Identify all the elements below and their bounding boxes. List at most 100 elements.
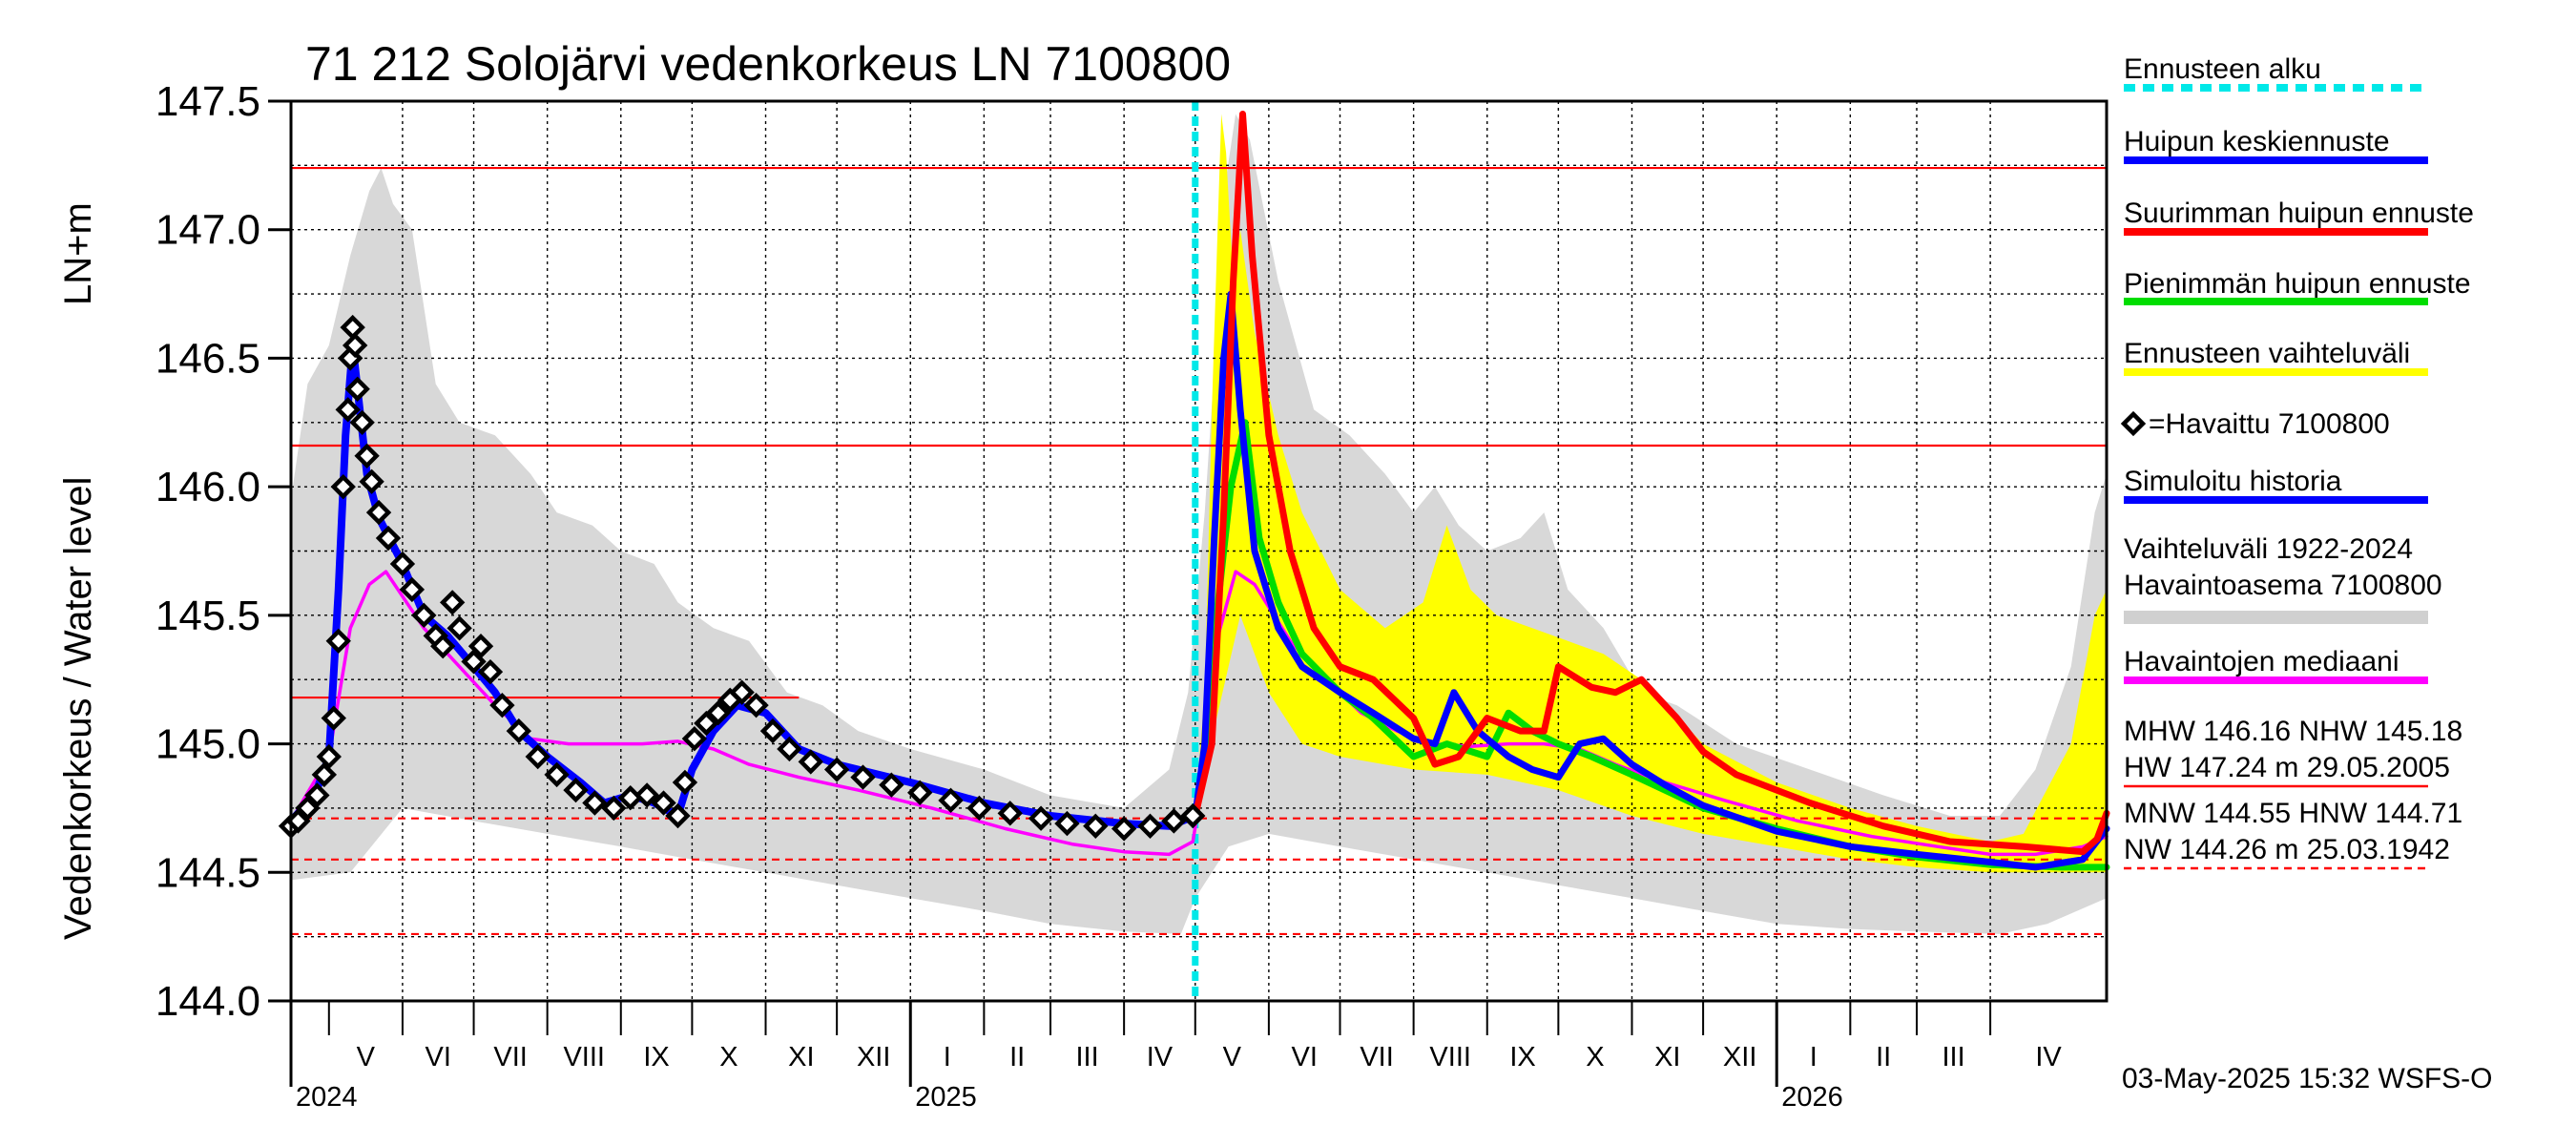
observed-marker bbox=[399, 576, 426, 603]
legend-label: MNW 144.55 HNW 144.71 bbox=[2124, 798, 2462, 829]
x-axis: V VI VII VIII IX X XI XII I II III IV V VI VII VIII IX X X… bbox=[289, 1001, 2062, 1113]
range-bands bbox=[291, 114, 2107, 934]
observed-marker bbox=[743, 692, 769, 718]
legend-label: NW 144.26 m 25.03.1942 bbox=[2124, 834, 2450, 865]
x-tick-label: I bbox=[1810, 1042, 1818, 1072]
legend-marker bbox=[2120, 410, 2147, 437]
x-tick-label: VI bbox=[1291, 1042, 1317, 1072]
y-axis-labels: Vedenkorkeus / Water level LN+m bbox=[57, 202, 99, 940]
observed-marker bbox=[461, 649, 487, 675]
observed-marker bbox=[477, 658, 504, 685]
x-tick-label: II bbox=[1876, 1042, 1891, 1072]
observed-marker bbox=[1083, 813, 1109, 839]
observed-marker bbox=[439, 590, 466, 615]
year-label: 2025 bbox=[915, 1082, 977, 1113]
observed-marker bbox=[354, 443, 380, 468]
observed-marker bbox=[325, 628, 351, 654]
x-tick-label: IV bbox=[1147, 1042, 1174, 1072]
x-tick-label: VI bbox=[426, 1042, 451, 1072]
observed-marker bbox=[705, 700, 731, 726]
series-suurimman-huipun-ennuste bbox=[1192, 111, 2110, 856]
y-tick-label: 145.0 bbox=[156, 721, 260, 768]
observed-marker bbox=[430, 634, 456, 659]
legend: Ennusteen alku Huipun keskiennuste Suurimm… bbox=[2120, 53, 2474, 870]
observed-marker bbox=[879, 772, 904, 798]
observed-marker bbox=[694, 710, 719, 737]
observed-marker bbox=[777, 736, 802, 762]
observed-marker bbox=[389, 551, 416, 577]
x-tick-label: VIII bbox=[563, 1042, 605, 1072]
x-tick-label: III bbox=[1075, 1042, 1098, 1072]
observed-marker bbox=[506, 718, 531, 744]
series-lines bbox=[287, 111, 2110, 871]
x-tick-label: XI bbox=[1654, 1042, 1680, 1072]
observed-marker bbox=[1180, 802, 1206, 829]
observed-marker bbox=[729, 679, 755, 705]
legend-label: Vaihteluväli 1922-2024 bbox=[2124, 533, 2413, 565]
observed-marker bbox=[365, 499, 392, 526]
observed-marker bbox=[447, 615, 472, 641]
observed-marker bbox=[304, 782, 330, 808]
x-tick-label: XII bbox=[1723, 1042, 1756, 1072]
reference-lines bbox=[291, 101, 2107, 1001]
observed-marker bbox=[295, 795, 321, 822]
year-label: 2026 bbox=[1781, 1082, 1843, 1113]
chart-title: 71 212 Solojärvi vedenkorkeus LN 7100800 bbox=[305, 37, 1231, 91]
observed-marker bbox=[321, 705, 346, 731]
x-tick-label: XI bbox=[788, 1042, 814, 1072]
x-tick-label: VII bbox=[493, 1042, 527, 1072]
x-tick-label: VII bbox=[1360, 1042, 1393, 1072]
year-label: 2024 bbox=[296, 1082, 358, 1113]
observed-markers bbox=[278, 314, 1206, 842]
y-tick-label: 146.0 bbox=[156, 464, 260, 510]
legend-label: Ennusteen vaihteluväli bbox=[2124, 338, 2410, 369]
observed-marker bbox=[311, 761, 338, 788]
band-forecast-range bbox=[1195, 114, 2107, 873]
observed-marker bbox=[938, 787, 964, 814]
observed-marker bbox=[759, 718, 786, 744]
plot-border bbox=[289, 99, 2109, 1003]
observed-marker bbox=[335, 397, 361, 423]
observed-marker bbox=[798, 749, 823, 775]
observed-marker bbox=[823, 757, 850, 782]
legend-label: Havaintojen mediaani bbox=[2124, 646, 2399, 677]
observed-marker bbox=[681, 726, 708, 752]
x-tick-label: IX bbox=[643, 1042, 669, 1072]
observed-marker bbox=[375, 525, 402, 552]
x-tick-label: IV bbox=[2035, 1042, 2062, 1072]
observed-marker bbox=[672, 769, 698, 796]
observed-marker bbox=[359, 468, 384, 494]
y-tick-label: 147.0 bbox=[156, 207, 260, 254]
legend-label: Havaintoasema 7100800 bbox=[2124, 570, 2442, 601]
legend-label: Suurimman huipun ennuste bbox=[2124, 198, 2474, 229]
y-tick-label: 144.0 bbox=[156, 978, 260, 1025]
observed-marker bbox=[907, 780, 933, 805]
legend-label: HW 147.24 m 29.05.2005 bbox=[2124, 752, 2450, 783]
y-tick-label: 145.5 bbox=[156, 593, 260, 639]
observed-marker bbox=[544, 761, 570, 788]
observed-marker bbox=[634, 782, 660, 808]
series-huipun-keskiennuste bbox=[1192, 290, 2110, 871]
observed-marker bbox=[1137, 813, 1163, 839]
observed-marker bbox=[966, 795, 992, 822]
observed-marker bbox=[582, 790, 608, 816]
x-tick-label: V bbox=[1223, 1042, 1242, 1072]
observed-marker bbox=[997, 801, 1023, 826]
observed-marker bbox=[525, 743, 551, 770]
legend-label: Ennusteen alku bbox=[2124, 53, 2321, 85]
observed-marker bbox=[601, 795, 627, 822]
y-axis-ticks: 144.0 144.5 145.0 145.5 146.0 146.5 147.0 147.5 bbox=[156, 78, 291, 1025]
observed-marker bbox=[651, 790, 676, 816]
observed-marker bbox=[330, 473, 356, 500]
observed-marker bbox=[467, 634, 494, 659]
legend-label: =Havaittu 7100800 bbox=[2149, 408, 2390, 440]
y-tick-label: 147.5 bbox=[156, 78, 260, 125]
legend-label: Huipun keskiennuste bbox=[2124, 126, 2390, 157]
legend-label: Pienimmän huipun ennuste bbox=[2124, 268, 2471, 300]
x-tick-label: XII bbox=[857, 1042, 890, 1072]
observed-marker bbox=[411, 602, 437, 629]
observed-marker bbox=[489, 692, 515, 718]
plot-frame bbox=[289, 99, 2109, 1003]
x-tick-label: IX bbox=[1509, 1042, 1535, 1072]
x-tick-label: III bbox=[1942, 1042, 1964, 1072]
